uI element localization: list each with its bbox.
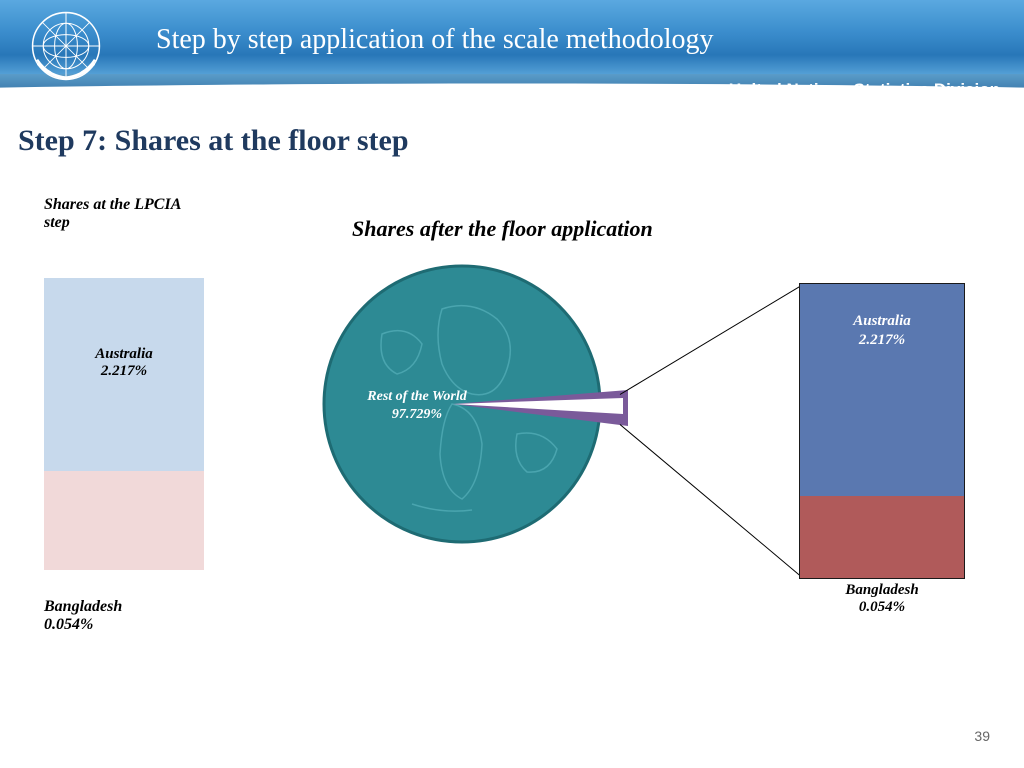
un-logo-icon (28, 8, 104, 84)
left-stacked-bar: Australia 2.217% (44, 278, 204, 570)
center-chart-title: Shares after the floor application (352, 216, 653, 242)
left-chart-title: Shares at the LPCIA step (44, 196, 184, 232)
right-stacked-bar: Australia 2.217% (800, 284, 964, 578)
globe-rest-label: Rest of the World 97.729% (352, 388, 482, 423)
left-segment-bangladesh (44, 471, 204, 570)
division-label: United Nations Statistics Division (729, 80, 1000, 100)
explode-line-top (620, 284, 804, 395)
slide-title: Step by step application of the scale me… (156, 24, 714, 56)
page-number: 39 (974, 728, 990, 744)
pie-wedge-icon (453, 390, 653, 430)
right-segment-australia-label: Australia 2.217% (800, 312, 964, 350)
right-segment-bangladesh (800, 496, 964, 578)
right-bottom-label: Bangladesh 0.054% (800, 582, 964, 616)
left-bottom-label: Bangladesh 0.054% (44, 598, 122, 634)
left-segment-australia-label: Australia 2.217% (44, 346, 204, 380)
step-title: Step 7: Shares at the floor step (18, 124, 409, 158)
right-segment-australia: Australia 2.217% (800, 284, 964, 496)
explode-line-bottom (620, 424, 801, 576)
left-segment-australia: Australia 2.217% (44, 278, 204, 471)
